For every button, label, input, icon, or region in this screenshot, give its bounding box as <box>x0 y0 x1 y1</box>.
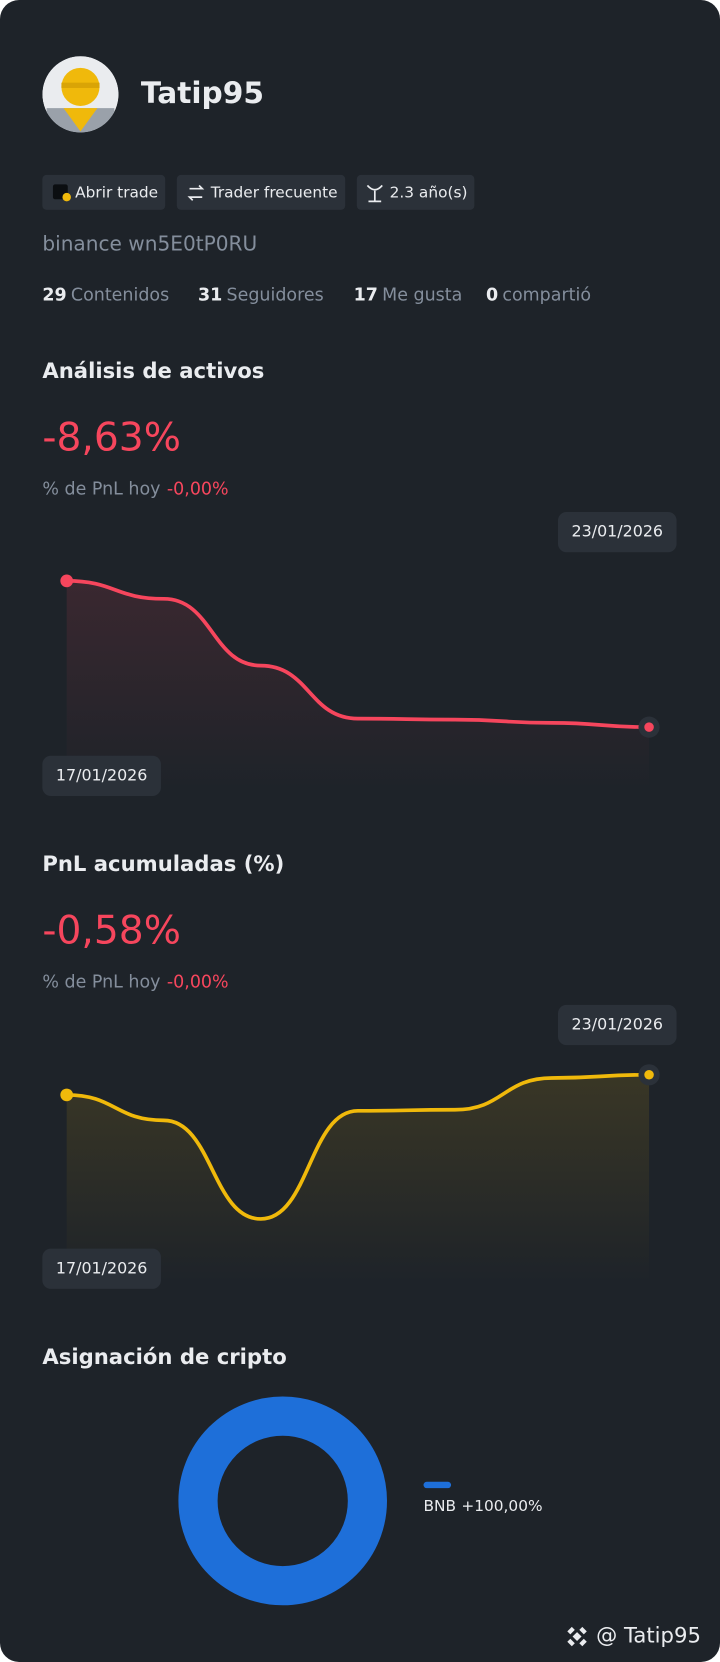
date-label: 23/01/2026 <box>572 1014 663 1033</box>
section-title: Asignación de cripto <box>42 1344 286 1369</box>
stat-label: Seguidores <box>227 286 324 306</box>
badge: Trader frecuente <box>176 174 346 210</box>
date-tag <box>558 1004 677 1046</box>
badge-text: Abrir trade <box>75 183 158 201</box>
date-tag <box>558 511 677 553</box>
pnl-value: -0,00% <box>167 480 229 500</box>
legend-value: +100,00% <box>461 1497 542 1515</box>
badge: 2.3 año(s) <box>356 174 475 210</box>
date-tag <box>42 755 161 797</box>
stat-label: compartió <box>502 286 591 306</box>
pnl-value: -0,00% <box>167 973 229 993</box>
stat: 31 Seguidores <box>198 286 324 306</box>
date-label: 17/01/2026 <box>56 1258 147 1277</box>
stat-count: 17 <box>354 286 378 306</box>
pnl-today: % de PnL hoy -0,00% <box>42 480 228 500</box>
stat-label: Contenidos <box>71 286 169 306</box>
stat-count: 0 <box>486 286 498 306</box>
section-title: PnL acumuladas (%) <box>42 851 284 876</box>
date-tag <box>42 1248 161 1289</box>
stat-count: 29 <box>42 286 66 306</box>
line-area <box>66 1074 650 1283</box>
stat-count: 31 <box>198 286 222 306</box>
pnl-label: % de PnL hoy <box>42 480 160 500</box>
avatar[interactable] <box>42 56 119 140</box>
stat-label: Me gusta <box>382 286 462 306</box>
badge: Abrir trade <box>42 174 166 210</box>
pnl-label: % de PnL hoy <box>42 973 160 993</box>
stat: 17 Me gusta <box>354 286 463 306</box>
pnl-today: % de PnL hoy -0,00% <box>42 973 228 993</box>
section-title: Análisis de activos <box>42 358 264 383</box>
legend-entry: BNB +100,00% <box>424 1497 543 1515</box>
badge-text: Trader frecuente <box>210 183 338 201</box>
legend-swatch <box>423 1481 452 1489</box>
footer-handle: @ Tatip95 <box>596 1623 701 1648</box>
legend-name: BNB <box>424 1497 457 1515</box>
line <box>66 578 650 729</box>
end-point <box>644 722 654 732</box>
user-name: Tatip95 <box>141 75 264 110</box>
headline-value: -8,63% <box>42 415 181 460</box>
stat: 0 compartió <box>486 286 591 306</box>
start-point <box>60 1088 74 1102</box>
start-point <box>60 574 74 588</box>
donut-segment <box>178 1396 388 1606</box>
stat: 29 Contenidos <box>42 286 169 306</box>
badge-text: 2.3 año(s) <box>390 183 468 201</box>
headline-value: -0,58% <box>42 908 181 953</box>
line <box>66 1072 650 1221</box>
account-id: binance wn5E0tP0RU <box>42 231 257 255</box>
end-point <box>644 1070 654 1080</box>
date-label: 23/01/2026 <box>572 522 663 541</box>
date-label: 17/01/2026 <box>56 765 147 784</box>
